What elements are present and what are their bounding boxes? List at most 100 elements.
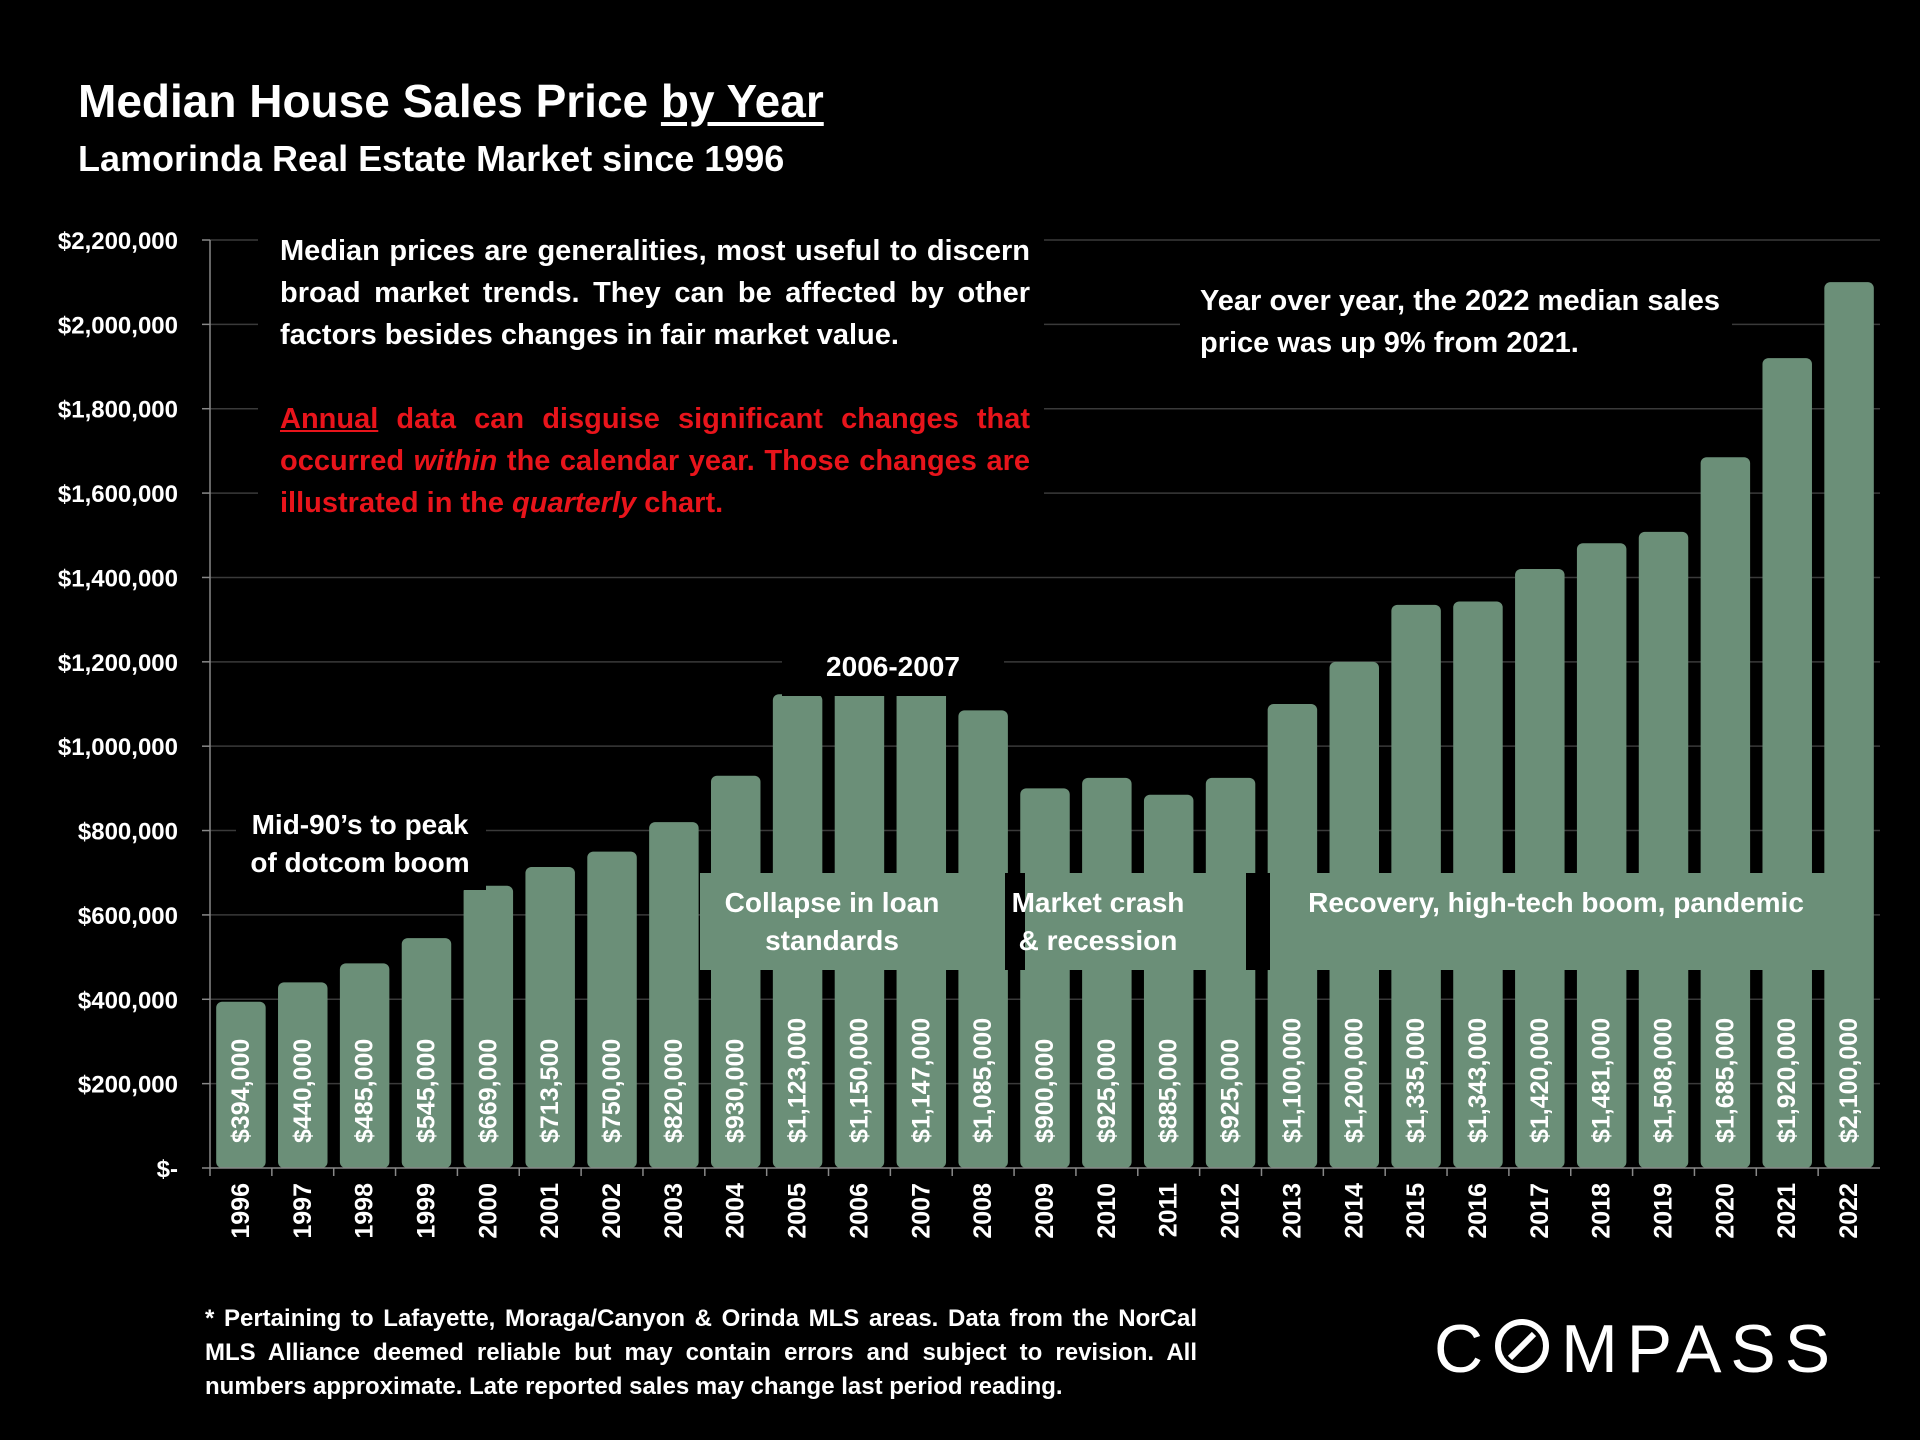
- crash-annotation-line2: & recession: [1019, 925, 1178, 956]
- bar-value-label: $925,000: [1217, 1039, 1245, 1143]
- bar-2017: [1515, 569, 1565, 1168]
- x-tick-label: 2007: [907, 1183, 935, 1239]
- y-tick-label: $1,800,000: [58, 397, 178, 424]
- compass-o-icon: [1495, 1319, 1550, 1373]
- y-tick-label: $800,000: [78, 819, 178, 846]
- bar-value-label: $485,000: [351, 1039, 379, 1143]
- bar-2002: [587, 851, 637, 1168]
- peak-annotation: 2006-2007: [826, 651, 960, 682]
- x-tick-label: 2016: [1464, 1183, 1492, 1239]
- bar-value-label: $1,150,000: [845, 1018, 873, 1143]
- bar-1998: [339, 963, 390, 1168]
- collapse-annotation-line2: standards: [765, 925, 899, 956]
- bar-value-label: $1,200,000: [1340, 1018, 1368, 1143]
- y-tick-label: $1,200,000: [58, 650, 178, 677]
- x-tick-label: 2022: [1835, 1183, 1863, 1239]
- collapse-annotation-line1: Collapse in loan: [725, 887, 940, 918]
- y-tick-label: $1,600,000: [58, 481, 178, 508]
- recovery-annotation: Recovery, high-tech boom, pandemic: [1308, 887, 1804, 918]
- x-tick-label: 2008: [969, 1183, 997, 1239]
- x-tick-label: 2003: [660, 1183, 688, 1239]
- y-tick-label: $1,400,000: [58, 565, 178, 592]
- bar-value-label: $1,123,000: [784, 1018, 812, 1143]
- x-tick-label: 2018: [1588, 1183, 1616, 1239]
- bar-value-label: $394,000: [227, 1039, 255, 1143]
- bar-value-label: $820,000: [660, 1039, 688, 1143]
- x-tick-label: 2021: [1773, 1183, 1801, 1239]
- x-tick-label: 2005: [784, 1183, 812, 1239]
- x-tick-label: 2015: [1402, 1183, 1430, 1239]
- x-tick-label: 2017: [1526, 1183, 1554, 1239]
- bar-2003: [649, 822, 699, 1168]
- bar-value-label: $713,500: [536, 1039, 564, 1143]
- median-note: Median prices are generalities, most use…: [280, 235, 1030, 351]
- x-tick-label: 2019: [1650, 1183, 1678, 1239]
- bar-value-label: $1,100,000: [1278, 1018, 1306, 1143]
- bar-value-label: $1,335,000: [1402, 1018, 1430, 1143]
- bar-value-label: $750,000: [598, 1039, 626, 1143]
- bar-2022: [1824, 282, 1874, 1168]
- mid90s-annotation-box: [236, 800, 486, 890]
- x-tick-label: 2009: [1031, 1183, 1059, 1239]
- bar-value-label: $1,343,000: [1464, 1018, 1492, 1143]
- x-tick-label: 2002: [598, 1183, 626, 1239]
- x-tick-label: 2001: [536, 1183, 564, 1239]
- bar-value-label: $1,085,000: [969, 1018, 997, 1143]
- x-tick-label: 1998: [351, 1183, 379, 1239]
- y-tick-label: $2,200,000: [58, 228, 178, 255]
- mid90s-annotation-line2: of dotcom boom: [250, 847, 469, 878]
- chart-subtitle: Lamorinda Real Estate Market since 1996: [78, 138, 785, 179]
- bar-value-label: $930,000: [722, 1039, 750, 1143]
- peak-annotation-box: [782, 646, 1004, 696]
- mid90s-annotation-line1: Mid-90’s to peak: [252, 809, 469, 840]
- x-tick-label: 1997: [289, 1183, 317, 1239]
- bar-2001: [525, 867, 575, 1168]
- bar-value-label: $1,481,000: [1588, 1018, 1616, 1143]
- bar-value-label: $545,000: [412, 1039, 440, 1143]
- x-tick-label: 2014: [1340, 1183, 1368, 1239]
- chart-title: Median House Sales Price by Year: [78, 75, 824, 127]
- bar-2020: [1700, 457, 1751, 1169]
- bar-1996: [216, 1001, 266, 1168]
- bar-value-label: $1,685,000: [1711, 1018, 1739, 1143]
- y-tick-label: $-: [157, 1156, 178, 1183]
- bar-value-label: $925,000: [1093, 1039, 1121, 1143]
- compass-logo: C MPASS: [1434, 1311, 1840, 1387]
- x-tick-label: 2012: [1217, 1183, 1245, 1239]
- y-tick-label: $2,000,000: [58, 312, 178, 339]
- x-tick-label: 2000: [474, 1183, 502, 1239]
- annotation-gap-left: [1005, 873, 1025, 970]
- x-tick-label: 1999: [412, 1183, 440, 1239]
- bar-1997: [278, 982, 328, 1168]
- annual-note: Annual data can disguise significant cha…: [280, 403, 1030, 519]
- x-tick-label: 2011: [1155, 1183, 1183, 1237]
- bar-2000: [463, 885, 514, 1168]
- yoy-note: Year over year, the 2022 median sales pr…: [1180, 272, 1732, 372]
- bar-1999: [401, 938, 452, 1168]
- bar-value-label: $885,000: [1155, 1039, 1183, 1143]
- x-tick-label: 2020: [1711, 1183, 1739, 1239]
- x-tick-label: 2013: [1278, 1183, 1306, 1239]
- footer-disclaimer: * Pertaining to Lafayette, Moraga/Canyon…: [205, 1305, 1197, 1400]
- y-tick-label: $400,000: [78, 987, 178, 1014]
- bar-value-label: $1,920,000: [1773, 1018, 1801, 1143]
- y-tick-label: $600,000: [78, 903, 178, 930]
- recovery-annotation-box: [1270, 873, 1822, 931]
- x-tick-label: 2004: [722, 1183, 750, 1239]
- y-tick-label: $1,000,000: [58, 734, 178, 761]
- bar-value-label: $900,000: [1031, 1039, 1059, 1143]
- bar-value-label: $1,147,000: [907, 1018, 935, 1143]
- bar-value-label: $1,420,000: [1526, 1018, 1554, 1143]
- x-tick-label: 2010: [1093, 1183, 1121, 1239]
- bar-value-label: $440,000: [289, 1039, 317, 1143]
- bar-2018: [1576, 543, 1627, 1168]
- bar-2019: [1638, 531, 1689, 1168]
- median-note-box: Median prices are generalities, most use…: [258, 224, 1044, 528]
- x-tick-label: 2006: [845, 1183, 873, 1239]
- title-underlined: by Year: [660, 75, 824, 127]
- bar-value-label: $669,000: [474, 1039, 502, 1143]
- x-tick-label: 1996: [227, 1183, 255, 1239]
- crash-annotation-line1: Market crash: [1012, 887, 1185, 918]
- bar-value-label: $1,508,000: [1650, 1018, 1678, 1143]
